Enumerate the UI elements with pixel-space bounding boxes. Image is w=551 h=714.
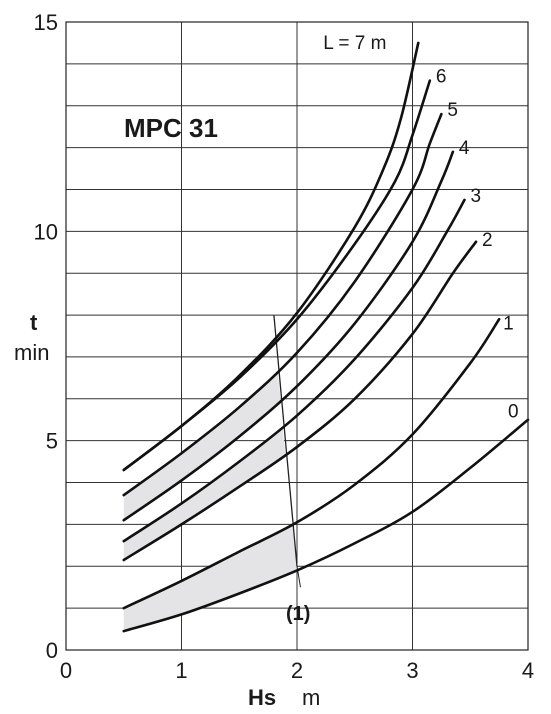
y-tick-label: 10 [34, 219, 58, 244]
curve-label-1: 1 [503, 313, 514, 334]
chart-title: MPC 31 [124, 113, 218, 143]
x-tick-label: 2 [291, 658, 303, 683]
curve-label-7: L = 7 m [323, 33, 386, 54]
curve-5 [122, 112, 443, 497]
shaded-band [123, 371, 281, 521]
curve-label-0: 0 [508, 402, 519, 423]
x-tick-label: 4 [522, 658, 534, 683]
curve-label-6: 6 [436, 67, 447, 88]
x-tick-label: 1 [175, 658, 187, 683]
curve-label-5: 5 [447, 100, 458, 121]
curve-label-2: 2 [482, 230, 493, 251]
curve-label-3: 3 [470, 186, 481, 207]
y-tick-label: 15 [34, 10, 58, 35]
y-axis-unit: min [14, 340, 49, 365]
y-axis-label: t [30, 310, 38, 335]
curve-7 [122, 41, 420, 472]
curve-label-4: 4 [459, 138, 470, 159]
shaded-band [123, 524, 298, 632]
curve-1 [122, 317, 501, 610]
y-tick-label: 5 [46, 429, 58, 454]
x-axis-unit: m [302, 685, 320, 710]
y-tick-label: 0 [46, 638, 58, 663]
curve-3 [122, 198, 466, 543]
curve-4 [122, 150, 455, 522]
curve-labels: 0 1 2 3 456 L = 7 m [323, 33, 518, 423]
shaded-band [123, 427, 286, 560]
x-tick-label: 3 [406, 658, 418, 683]
x-axis-label: Hs [248, 685, 276, 710]
plot-frame [65, 21, 529, 651]
curves [122, 41, 530, 633]
x-tick-label: 0 [60, 658, 72, 683]
shaded-region [123, 315, 301, 632]
curve-2 [122, 240, 478, 562]
shaded-region-label: (1) [286, 603, 310, 625]
curve-0 [122, 418, 530, 633]
